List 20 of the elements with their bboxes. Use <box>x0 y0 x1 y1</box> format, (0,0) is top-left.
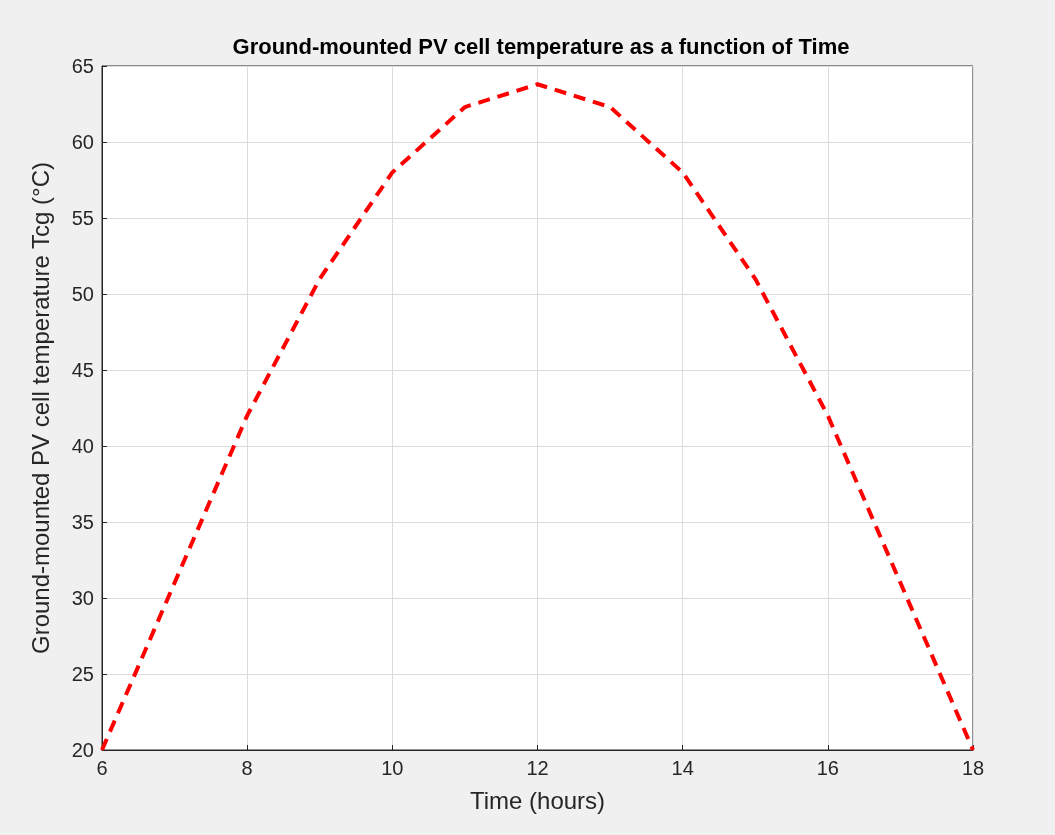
y-tick-label: 25 <box>71 663 94 685</box>
x-axis-title: Time (hours) <box>469 786 606 814</box>
x-tick-label: 6 <box>96 757 108 779</box>
y-axis-title: Ground-mounted PV cell temperature Tcg (°C) <box>26 161 54 655</box>
y-tick-label: 55 <box>71 207 94 229</box>
y-tick-label: 20 <box>71 739 94 761</box>
x-tick-label: 18 <box>961 757 985 779</box>
y-tick-label: 65 <box>71 55 94 77</box>
x-tick-label: 12 <box>526 757 549 779</box>
x-tick-label: 8 <box>241 757 253 779</box>
chart-title: Ground-mounted PV cell temperature as a function of Time <box>232 33 850 59</box>
y-tick-label: 60 <box>71 131 94 153</box>
x-tick-label: 16 <box>816 757 839 779</box>
y-tick-label: 30 <box>71 587 94 609</box>
x-tick-label: 14 <box>671 757 694 779</box>
y-tick-label: 45 <box>71 359 94 381</box>
y-tick-label: 40 <box>71 435 94 457</box>
x-tick-label: 10 <box>381 757 404 779</box>
y-tick-label: 35 <box>71 511 94 533</box>
y-tick-label: 50 <box>71 283 94 305</box>
